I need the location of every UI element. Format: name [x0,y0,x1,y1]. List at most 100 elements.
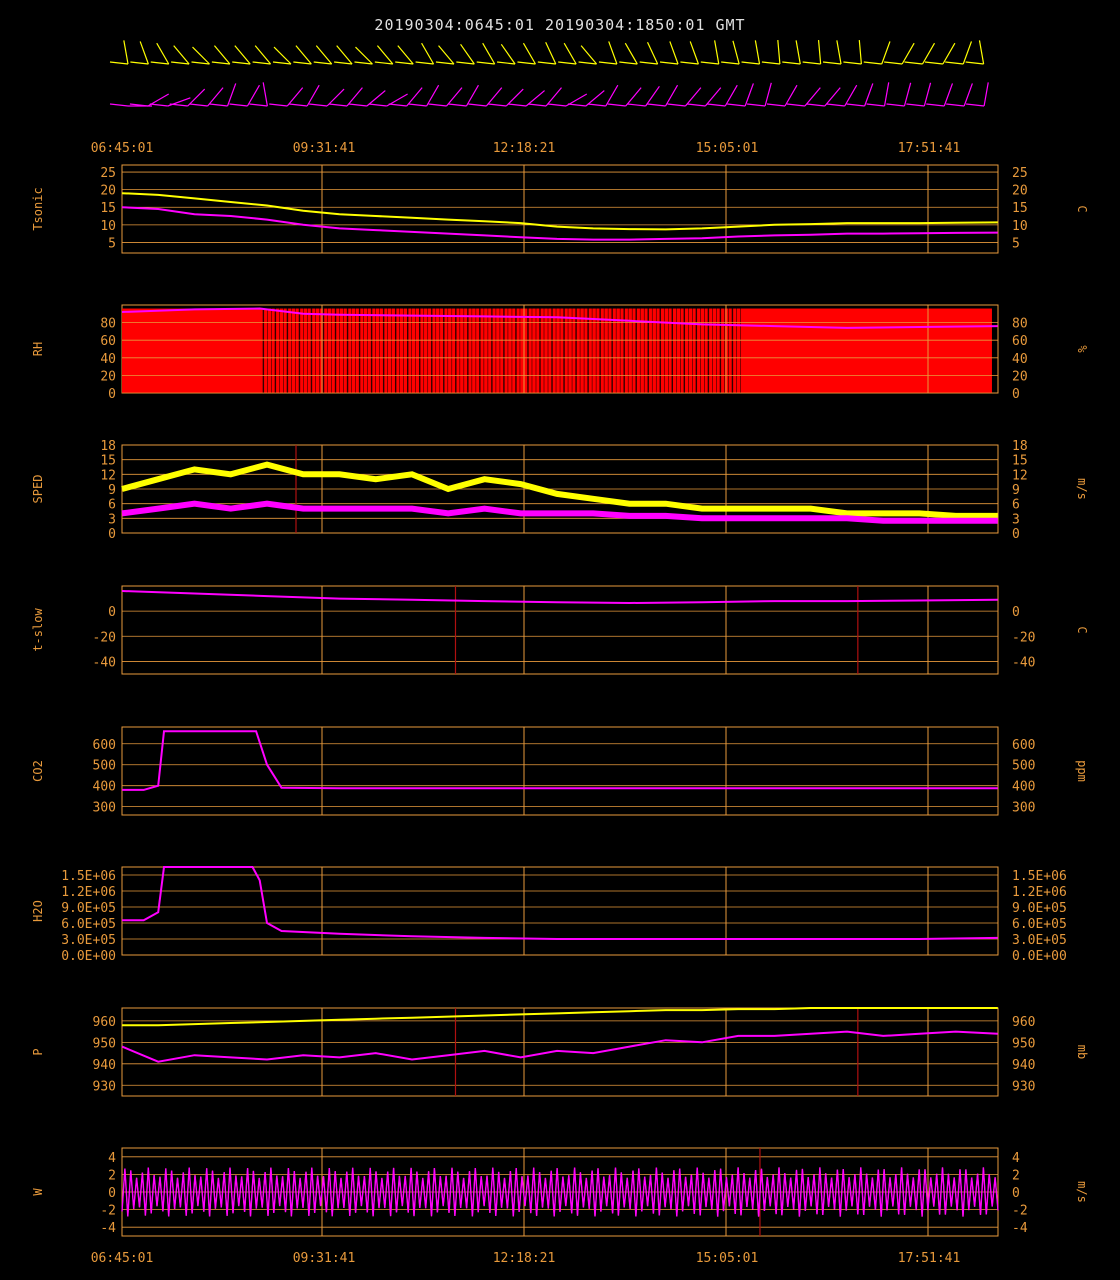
wind-barb-row2-barb [585,90,605,107]
sped-ytick-left: 0 [108,527,116,542]
wind-barb-row1-barb-tail [558,61,577,65]
wind-barb-row2-barb [505,88,524,107]
wind-barb-row1-barb [624,42,638,65]
h2o-series-0 [122,866,998,940]
sped-ytick-right: 18 [1012,439,1028,454]
wind-barb-row1-barb [795,40,801,65]
wind-barb-row2-barb-tail [766,103,786,107]
h2o-ytick-left: 0.0E+00 [61,949,116,964]
wind-barb-row1-barb-tail [945,61,964,65]
wind-barb-row1-barb-tail [619,61,638,65]
sped-ytick-left: 6 [108,498,116,513]
wind-barb-row1-barb-tail [802,61,821,65]
wind-barb-row2-barb [366,90,386,107]
wind-barb-row2-barb [883,82,890,107]
p-series-0 [122,1007,998,1027]
wind-barb-row2-barb-tail [289,103,308,107]
tsonic-ytick-right: 20 [1012,184,1028,199]
wind-barb-row2-barb [446,87,463,107]
wind-barb-row1-barb [522,42,536,65]
wind-barb-row2-barb-tail [727,103,746,107]
tsonic-ytick-left: 10 [100,219,116,234]
wind-barb-row1-barb [669,41,679,65]
t-slow-ytick-right: -20 [1012,630,1035,645]
t-slow-ytick-left: -40 [93,655,116,670]
rh-series-0 [121,307,998,329]
wind-barb-row2-barb [724,84,738,107]
wind-barb-row1-barb-tail [680,61,699,65]
wind-barb-row2-barb-tail [508,103,527,107]
p-panel-frame [121,1007,999,1097]
wind-barb-row2-barb-tail [966,103,985,107]
wind-barb-row2-barb-tail [149,103,168,107]
sped-ytick-left: 15 [100,454,116,469]
h2o-ytick-right: 1.2E+06 [1012,885,1067,900]
wind-barb-row1-barb [156,42,170,65]
rh-ytick-left: 60 [100,334,116,349]
w-ytick-right: 4 [1012,1151,1020,1166]
wind-barb-row1-barb [881,41,891,65]
bottom-time-label: 17:51:41 [898,1251,961,1266]
wind-barb-row2-barb-tail [846,103,865,107]
wind-barb-row2-barb [286,87,304,107]
w-ytick-right: 0 [1012,1186,1020,1201]
t-slow-panel-frame [121,585,999,675]
wind-barb-row1-barb [732,40,740,65]
wind-barb-row2-barb [525,90,545,107]
tsonic-series-0 [121,192,998,231]
co2-ylabel: CO2 [31,760,45,782]
wind-barb-row1-barb-tail [476,61,495,65]
wind-barb-row1-barb-tail [721,61,740,65]
h2o-ytick-right: 0.0E+00 [1012,949,1067,964]
wind-barb-row2-barb-tail [169,103,188,107]
wind-barb-row2-barb [226,83,237,107]
rh-ytick-left: 20 [100,369,116,384]
p-ytick-left: 950 [93,1036,116,1051]
wind-barb-row1-barb-tail [517,61,536,65]
p-ytick-left: 930 [93,1079,116,1094]
p-ylabel: P [31,1048,45,1055]
wind-barb-row2-barb-tail [627,103,646,107]
sped-series-1 [121,500,998,524]
top-time-label: 06:45:01 [91,141,154,156]
wind-barb-row1-barb [336,45,353,65]
h2o-ytick-right: 3.0E+05 [1012,933,1067,948]
wind-barb-row1-barb [714,40,720,65]
t-slow-ylabel: t-slow [31,608,45,652]
t-slow-series-0 [121,590,998,605]
tsonic-units: C [1075,205,1089,212]
wind-barb-row1-barb-tail [313,61,332,65]
p-ytick-left: 960 [93,1015,116,1030]
w-ytick-left: 4 [108,1151,116,1166]
sped-ytick-left: 18 [100,439,116,454]
wind-barb-row2-barb [744,83,754,107]
wind-barb-row1-barb-tail [211,61,230,65]
sped-series-0 [121,461,998,519]
rh-ytick-right: 60 [1012,334,1028,349]
wind-barb-row2-barb-tail [448,103,467,107]
wind-barb-row2-barb [864,83,874,107]
wind-barb-row1-barb [608,41,618,65]
wind-barb-row1-barb-tail [639,61,658,65]
wind-barb-row1-barb-tail [334,61,353,65]
wind-barb-row1-barb [858,40,862,65]
wind-barb-row2-barb-tail [886,103,905,107]
p-ytick-right: 960 [1012,1015,1035,1030]
wind-barb-row2-barb [963,83,973,107]
rh-ytick-right: 20 [1012,369,1028,384]
rh-ytick-right: 80 [1012,317,1028,332]
wind-barb-row2-barb-tail [687,103,706,107]
co2-ytick-right: 300 [1012,801,1035,816]
wind-barb-row1-barb [192,46,210,65]
wind-barb-row1-barb [580,45,598,65]
wind-barb-row2-barb [645,85,660,107]
co2-panel-frame [121,726,999,816]
wind-barb-row2-barb-tail [368,103,387,107]
t-slow-ytick-right: -40 [1012,655,1035,670]
wind-barb-row2-barb [943,83,954,107]
wind-barb-row2-barb [485,87,503,107]
wind-barb-row1-barb-tail [252,61,271,65]
wind-barb-row1-barb-tail [741,61,760,65]
wind-barb-row1-barb-tail [435,61,455,65]
rh-ytick-left: 0 [108,387,116,402]
